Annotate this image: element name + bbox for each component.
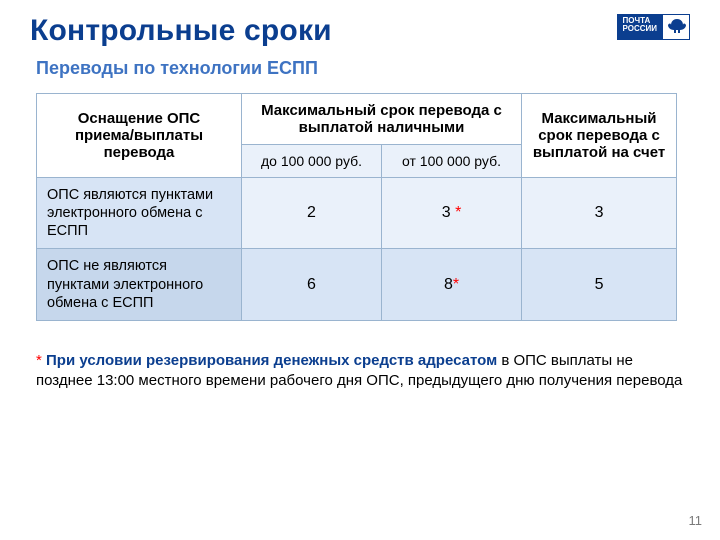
row-label: ОПС являются пунктами электронного обмен…	[37, 178, 242, 249]
logo-text-2: РОССИИ	[622, 24, 657, 33]
page-number: 11	[689, 513, 703, 528]
cell: 8*	[382, 249, 522, 320]
footnote: * При условии резервирования денежных ср…	[36, 351, 684, 392]
logo: ПОЧТА РОССИИ	[617, 14, 690, 40]
table-row: ОПС являются пунктами электронного обмен…	[37, 178, 677, 249]
terms-table: Оснащение ОПС приема/выплаты перевода Ма…	[36, 93, 677, 321]
asterisk: *	[453, 276, 459, 293]
th-cash: Максимальный срок перевода с выплатой на…	[242, 94, 522, 145]
cell: 2	[242, 178, 382, 249]
cell: 3	[522, 178, 677, 249]
subtitle: Переводы по технологии ЕСПП	[36, 58, 690, 79]
table-row: ОПС не являются пунктами электронного об…	[37, 249, 677, 320]
cell: 6	[242, 249, 382, 320]
page-title: Контрольные сроки	[30, 14, 690, 48]
th-cash-under: до 100 000 руб.	[242, 145, 382, 178]
th-cash-over: от 100 000 руб.	[382, 145, 522, 178]
cell: 3 *	[382, 178, 522, 249]
footnote-lead: При условии резервирования денежных сред…	[42, 352, 497, 369]
th-account: Максимальный срок перевода с выплатой на…	[522, 94, 677, 178]
cell: 5	[522, 249, 677, 320]
th-equipment: Оснащение ОПС приема/выплаты перевода	[37, 94, 242, 178]
eagle-icon	[666, 17, 688, 37]
asterisk: *	[455, 204, 461, 221]
row-label: ОПС не являются пунктами электронного об…	[37, 249, 242, 320]
